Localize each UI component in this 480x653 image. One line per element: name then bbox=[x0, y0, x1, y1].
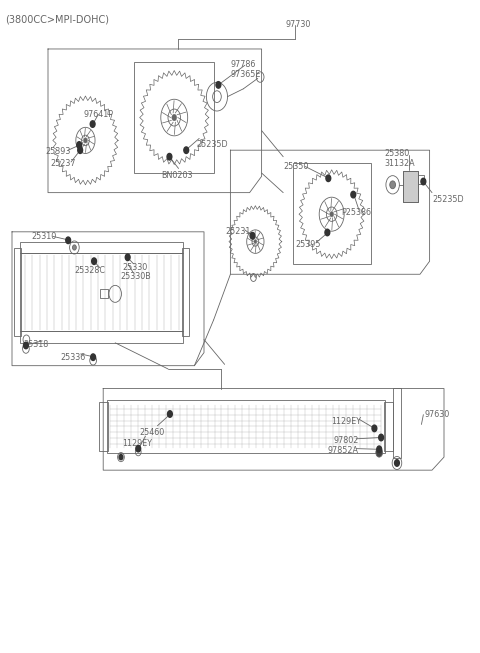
Text: 25235D: 25235D bbox=[197, 140, 228, 150]
Bar bbox=[99, 402, 108, 451]
Text: 25318: 25318 bbox=[23, 340, 48, 349]
Circle shape bbox=[379, 434, 384, 441]
Circle shape bbox=[172, 114, 177, 121]
Circle shape bbox=[395, 460, 399, 466]
Bar bbox=[20, 242, 183, 253]
Text: 97802: 97802 bbox=[334, 436, 359, 445]
Bar bbox=[418, 175, 424, 184]
Text: 97641P: 97641P bbox=[84, 110, 114, 119]
Text: 25310: 25310 bbox=[31, 232, 57, 241]
Circle shape bbox=[119, 454, 123, 460]
Text: 25336: 25336 bbox=[60, 353, 85, 362]
Circle shape bbox=[77, 142, 82, 148]
Bar bbox=[14, 248, 21, 336]
Circle shape bbox=[390, 181, 396, 189]
Bar bbox=[403, 171, 418, 202]
Circle shape bbox=[66, 237, 71, 244]
Circle shape bbox=[325, 229, 330, 236]
Bar bbox=[384, 402, 393, 451]
Text: 25328C: 25328C bbox=[74, 266, 106, 276]
Text: 25330B: 25330B bbox=[120, 272, 151, 281]
Bar bbox=[293, 163, 371, 264]
Circle shape bbox=[167, 153, 172, 160]
Circle shape bbox=[184, 147, 189, 153]
Circle shape bbox=[125, 254, 130, 261]
Bar bbox=[20, 331, 183, 343]
Circle shape bbox=[250, 232, 255, 239]
Circle shape bbox=[372, 425, 377, 432]
Bar bbox=[100, 289, 108, 298]
Circle shape bbox=[136, 445, 141, 452]
Text: 25235D: 25235D bbox=[432, 195, 464, 204]
Text: 1129EY: 1129EY bbox=[331, 417, 361, 426]
Circle shape bbox=[376, 448, 383, 457]
Bar bbox=[403, 171, 418, 202]
Bar bbox=[107, 400, 385, 453]
Bar bbox=[20, 253, 183, 331]
Text: (3800CC>MPI-DOHC): (3800CC>MPI-DOHC) bbox=[5, 14, 109, 24]
Circle shape bbox=[91, 354, 96, 360]
Circle shape bbox=[377, 446, 382, 453]
Circle shape bbox=[330, 212, 334, 217]
Text: 25330: 25330 bbox=[122, 263, 148, 272]
Text: 97786: 97786 bbox=[230, 60, 256, 69]
Text: 97630: 97630 bbox=[425, 410, 450, 419]
Circle shape bbox=[72, 245, 76, 250]
Bar bbox=[182, 248, 189, 336]
Text: 31132A: 31132A bbox=[384, 159, 415, 168]
Circle shape bbox=[78, 147, 83, 153]
Text: 97852A: 97852A bbox=[328, 446, 359, 455]
Circle shape bbox=[90, 121, 95, 127]
Text: 25231: 25231 bbox=[226, 227, 251, 236]
Text: 97730: 97730 bbox=[286, 20, 311, 29]
Text: P25386: P25386 bbox=[341, 208, 371, 217]
Text: 25237: 25237 bbox=[50, 159, 76, 168]
Bar bbox=[393, 388, 401, 458]
Bar bbox=[134, 62, 214, 173]
Circle shape bbox=[254, 240, 257, 244]
Circle shape bbox=[351, 191, 356, 198]
Text: 25393: 25393 bbox=[46, 147, 71, 156]
Circle shape bbox=[24, 342, 28, 349]
Text: 25395: 25395 bbox=[295, 240, 321, 249]
Circle shape bbox=[421, 178, 426, 185]
Circle shape bbox=[92, 258, 96, 264]
Text: BN0203: BN0203 bbox=[161, 171, 192, 180]
Text: 25380: 25380 bbox=[384, 149, 409, 158]
Text: 25350: 25350 bbox=[283, 162, 309, 171]
Circle shape bbox=[84, 138, 87, 143]
Text: 1129EY: 1129EY bbox=[122, 439, 153, 448]
Circle shape bbox=[216, 82, 221, 88]
Circle shape bbox=[168, 411, 172, 417]
Text: 97365E: 97365E bbox=[230, 70, 261, 79]
Text: 25460: 25460 bbox=[139, 428, 165, 437]
Circle shape bbox=[326, 175, 331, 182]
